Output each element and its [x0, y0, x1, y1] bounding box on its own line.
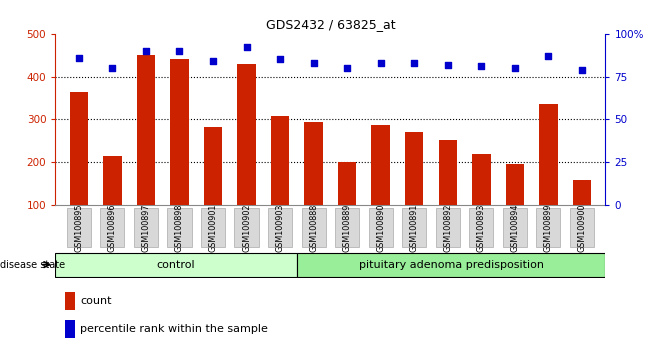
Text: disease state: disease state [0, 259, 65, 270]
Bar [372, 125, 390, 248]
Text: GSM100890: GSM100890 [376, 203, 385, 252]
Text: GSM100894: GSM100894 [510, 203, 519, 252]
Text: GSM100889: GSM100889 [342, 203, 352, 252]
Bar [439, 140, 457, 248]
Bar [70, 92, 88, 248]
Point [74, 55, 84, 61]
Bar [472, 154, 491, 248]
Bar [573, 181, 591, 248]
Bar [137, 55, 155, 248]
Point [242, 45, 252, 50]
Bar [170, 58, 189, 248]
Text: GSM100899: GSM100899 [544, 203, 553, 252]
Text: GSM100897: GSM100897 [141, 203, 150, 252]
FancyBboxPatch shape [536, 208, 561, 247]
Point [409, 60, 419, 65]
Bar [55, 253, 297, 276]
Text: GSM100892: GSM100892 [443, 203, 452, 252]
FancyBboxPatch shape [100, 208, 124, 247]
Bar [405, 132, 423, 248]
Text: GSM100898: GSM100898 [175, 203, 184, 252]
Point [309, 60, 319, 65]
FancyBboxPatch shape [436, 208, 460, 247]
Bar [65, 292, 75, 310]
FancyBboxPatch shape [503, 208, 527, 247]
Text: GSM100902: GSM100902 [242, 203, 251, 252]
Point [107, 65, 118, 71]
Bar [103, 156, 122, 248]
Text: GSM100888: GSM100888 [309, 203, 318, 252]
Point [510, 65, 520, 71]
Text: pituitary adenoma predisposition: pituitary adenoma predisposition [359, 259, 544, 270]
FancyBboxPatch shape [201, 208, 225, 247]
FancyBboxPatch shape [335, 208, 359, 247]
FancyBboxPatch shape [570, 208, 594, 247]
Text: GSM100893: GSM100893 [477, 203, 486, 252]
Point [543, 53, 553, 59]
Text: GSM100901: GSM100901 [208, 203, 217, 252]
Bar [65, 320, 75, 338]
FancyBboxPatch shape [368, 208, 393, 247]
Point [141, 48, 151, 53]
Bar [271, 116, 289, 248]
Point [174, 48, 185, 53]
Point [376, 60, 386, 65]
Point [275, 57, 285, 62]
Point [577, 67, 587, 73]
Text: GSM100891: GSM100891 [409, 203, 419, 252]
Point [476, 63, 486, 69]
Bar [338, 162, 356, 248]
FancyBboxPatch shape [134, 208, 158, 247]
FancyBboxPatch shape [301, 208, 326, 247]
FancyBboxPatch shape [234, 208, 258, 247]
Text: GSM100903: GSM100903 [275, 203, 284, 252]
Bar [204, 127, 222, 248]
Bar [506, 164, 524, 248]
Text: control: control [157, 259, 195, 270]
Point [443, 62, 453, 67]
Text: GSM100900: GSM100900 [577, 203, 587, 252]
Point [342, 65, 352, 71]
FancyBboxPatch shape [469, 208, 493, 247]
Text: percentile rank within the sample: percentile rank within the sample [80, 324, 268, 334]
FancyBboxPatch shape [268, 208, 292, 247]
Bar [297, 253, 605, 276]
Bar [539, 104, 558, 248]
Text: count: count [80, 296, 111, 306]
Title: GDS2432 / 63825_at: GDS2432 / 63825_at [266, 18, 395, 31]
FancyBboxPatch shape [167, 208, 191, 247]
Point [208, 58, 218, 64]
Text: GSM100895: GSM100895 [74, 203, 83, 252]
Bar [238, 64, 256, 248]
FancyBboxPatch shape [402, 208, 426, 247]
Text: GSM100896: GSM100896 [108, 203, 117, 252]
FancyBboxPatch shape [67, 208, 91, 247]
Bar [305, 122, 323, 248]
